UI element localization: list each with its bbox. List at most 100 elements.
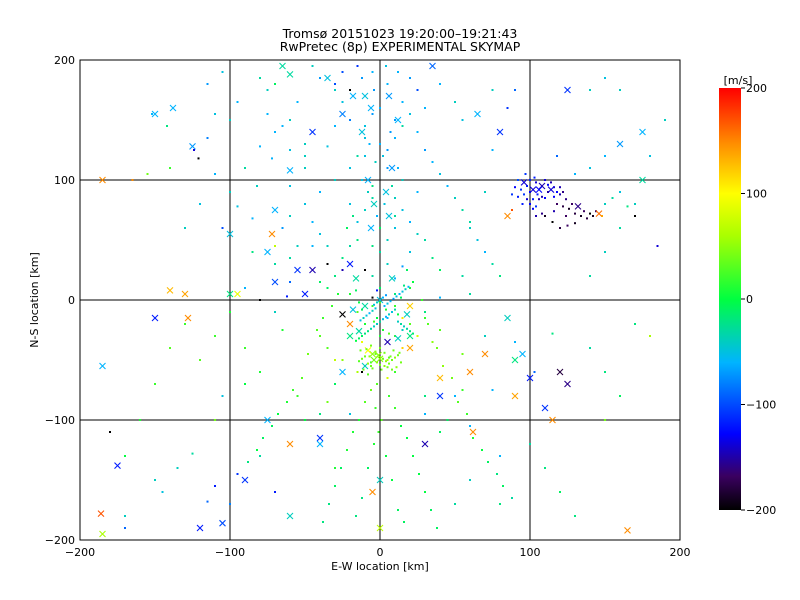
data-point-dot (611, 197, 614, 199)
data-point-dot (262, 437, 264, 439)
y-tick-label: −100 (45, 414, 75, 427)
data-point-dot (371, 197, 374, 199)
data-point-dot (454, 197, 456, 199)
plot-grid (80, 60, 680, 540)
data-point-dot (382, 296, 384, 299)
x-axis-ticks: −200 −100 0 100 200 (65, 546, 691, 559)
data-point-dot (529, 179, 531, 181)
data-point-dot (533, 371, 536, 373)
data-point-dot (319, 281, 321, 283)
data-point-dot (424, 239, 426, 241)
y-axis-label: N-S location [km] (28, 252, 41, 348)
data-point-dot (259, 299, 261, 301)
data-point-dot (379, 356, 381, 359)
data-point-x-stroke (286, 71, 294, 78)
data-point-x (219, 519, 226, 527)
data-point-dot (386, 167, 389, 169)
data-point-dot (544, 179, 546, 181)
data-point-dot (394, 119, 396, 121)
data-point-dot (374, 407, 377, 409)
data-point-x-stroke (339, 110, 346, 118)
data-point-dot (388, 362, 390, 365)
data-point-dot (559, 491, 561, 493)
data-point-dot (397, 354, 399, 357)
data-point-dot (286, 295, 288, 298)
data-point-x (271, 206, 279, 214)
data-point-x (376, 476, 384, 484)
data-point-x (469, 428, 477, 436)
data-point-x-stroke (324, 74, 331, 82)
data-point-dot (214, 113, 216, 115)
data-points (97, 62, 666, 538)
data-point-dot (358, 337, 360, 340)
data-point-dot (319, 191, 321, 193)
data-point-dot (391, 359, 393, 361)
data-point-dot (395, 295, 398, 298)
data-point-dot (664, 119, 666, 121)
data-point-dot (361, 77, 363, 79)
data-point-dot (326, 287, 329, 289)
x-tick-label: 100 (520, 546, 541, 559)
data-point-dot (451, 377, 453, 379)
data-point-dot (274, 131, 276, 133)
data-point-dot (358, 360, 360, 363)
data-point-dot (394, 227, 396, 229)
data-point-dot (409, 330, 411, 333)
data-point-x-stroke (346, 332, 354, 340)
data-point-x-stroke (99, 530, 106, 538)
data-point-dot (199, 359, 201, 361)
data-point-dot (374, 161, 377, 163)
data-point-x (384, 338, 391, 346)
data-point-x (166, 287, 174, 294)
data-point-dot (391, 479, 393, 481)
data-point-dot (206, 500, 209, 503)
data-point-x-stroke (385, 212, 393, 220)
data-point-dot (383, 203, 386, 205)
data-point-x (361, 302, 369, 310)
data-point-dot (334, 83, 336, 85)
data-point-x-stroke (169, 104, 177, 112)
data-point-dot (206, 137, 209, 139)
data-point-x-stroke (294, 266, 301, 274)
data-point-x (349, 92, 357, 100)
data-point-dot (454, 101, 456, 103)
data-point-dot (244, 167, 246, 169)
data-point-dot (221, 395, 224, 397)
data-point-dot (574, 222, 576, 225)
data-point-dot (184, 323, 186, 325)
data-point-dot (319, 413, 321, 415)
data-point-dot (601, 215, 603, 217)
data-point-x (574, 203, 582, 210)
data-point-dot (352, 215, 354, 217)
data-point-dot (364, 401, 366, 403)
data-point-dot (380, 368, 383, 371)
data-point-x (376, 524, 384, 532)
data-point-x-stroke (352, 275, 360, 282)
data-point-x-stroke (301, 290, 309, 298)
x-tick-label: 0 (377, 546, 384, 559)
data-point-x-stroke (184, 314, 192, 322)
data-point-x-stroke (114, 462, 121, 469)
chart-title: Tromsø 20151023 19:20:00–19:21:43 (282, 26, 518, 41)
data-point-dot (511, 209, 513, 211)
data-point-dot (304, 203, 306, 205)
data-point-dot (385, 315, 387, 318)
data-point-dot (439, 431, 441, 433)
data-point-dot (349, 167, 351, 169)
data-point-dot (371, 185, 374, 187)
data-point-x (301, 290, 309, 298)
colorbar-tick-label: 0 (746, 293, 753, 306)
data-point-dot (529, 443, 531, 445)
data-point-x (346, 320, 354, 328)
data-point-x-stroke (556, 368, 564, 376)
data-point-dot (386, 263, 389, 265)
data-point-dot (536, 193, 539, 196)
data-point-dot (346, 449, 348, 451)
data-point-x-stroke (181, 290, 189, 298)
data-point-dot (574, 515, 576, 517)
data-point-x-stroke (339, 368, 346, 376)
data-point-dot (604, 371, 606, 373)
data-point-x (234, 290, 241, 298)
data-point-x (355, 327, 363, 335)
